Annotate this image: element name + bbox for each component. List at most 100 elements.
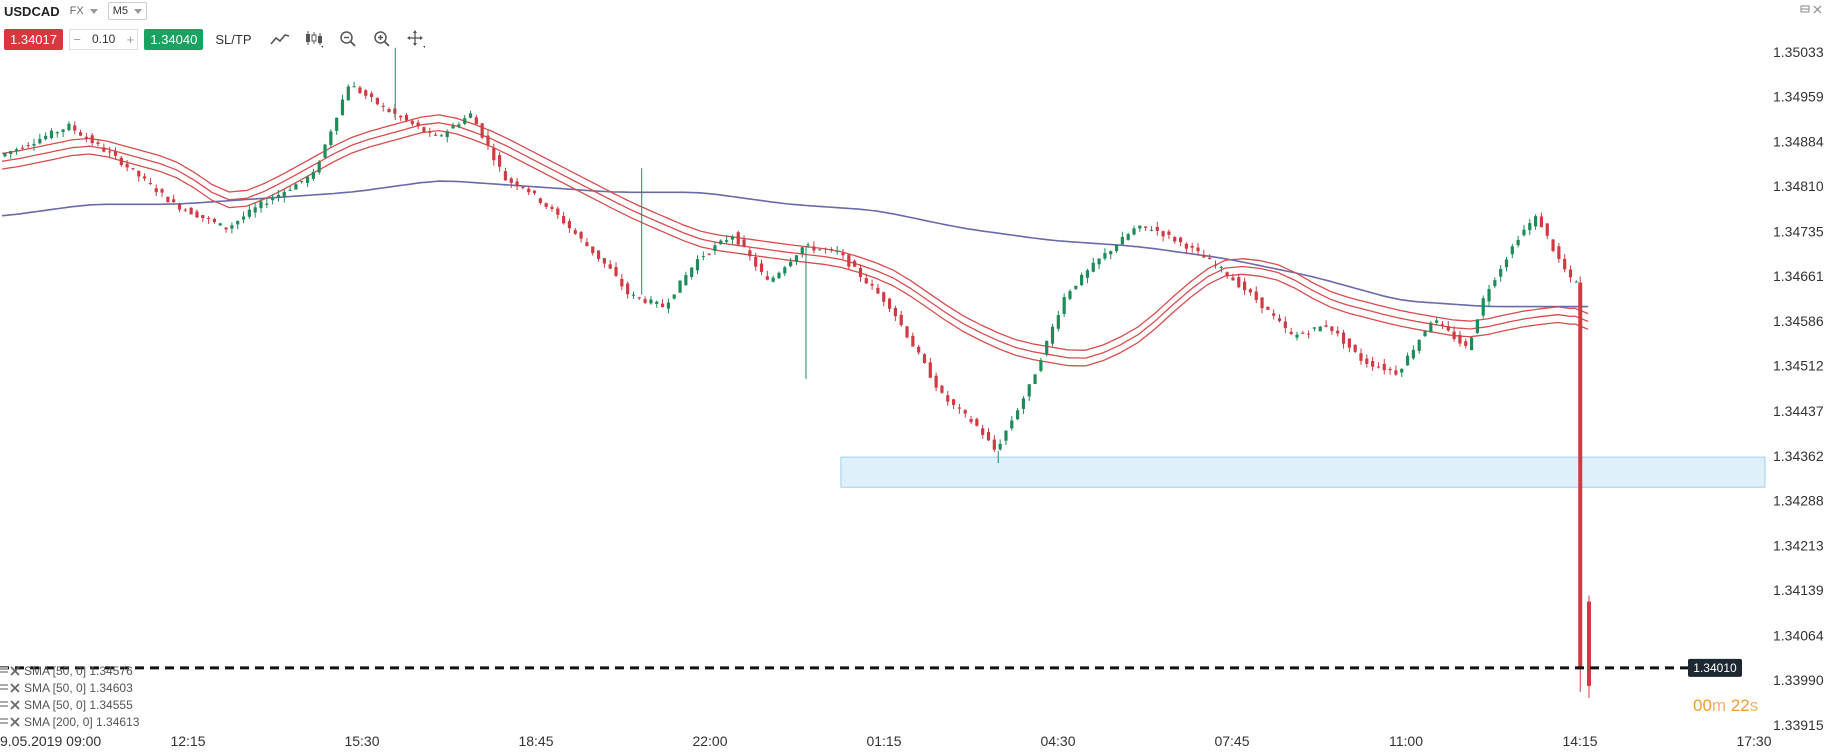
candle-body — [108, 151, 112, 153]
zoom-out-icon[interactable] — [337, 29, 359, 49]
close-icon[interactable] — [10, 716, 20, 727]
legend-item[interactable]: SMA [50, 0] 1.34576 — [0, 662, 139, 679]
candle-body — [841, 252, 845, 256]
buy-button[interactable]: 1.34040 — [144, 28, 204, 50]
candle-body — [1382, 363, 1386, 371]
quantity-decrease-button[interactable]: − — [73, 31, 81, 47]
candle-body — [1452, 331, 1456, 340]
candle-body — [131, 168, 135, 170]
candle-body — [1557, 246, 1561, 259]
candle-body — [387, 109, 391, 112]
candle-body — [1254, 291, 1258, 300]
candle-body — [556, 208, 560, 215]
candle-body — [416, 122, 420, 127]
candle-body — [276, 194, 281, 198]
candle-body — [38, 138, 42, 144]
x-tick-label: 04:30 — [1040, 733, 1075, 749]
y-tick-label: 1.34661 — [1773, 268, 1824, 284]
candle-body — [1510, 246, 1514, 255]
candles-icon[interactable] — [303, 29, 325, 49]
sell-button[interactable]: 1.34017 — [4, 28, 63, 50]
candle-body — [230, 225, 234, 229]
quantity-value[interactable]: 0.10 — [92, 32, 116, 46]
candle-body — [3, 153, 7, 157]
current-price-label: 1.34010 — [1693, 661, 1737, 675]
panel-toggle-icon[interactable] — [1800, 2, 1822, 20]
candle-body — [1568, 269, 1573, 278]
drag-handle-icon[interactable] — [0, 717, 8, 727]
candle-body — [1196, 247, 1200, 252]
candle-body — [1231, 277, 1235, 281]
candle-body — [1120, 236, 1124, 245]
legend-label: SMA [50, 0] 1.34555 — [24, 697, 133, 712]
candle-body — [189, 207, 193, 215]
candle-body — [550, 206, 554, 209]
symbol-name[interactable]: USDCAD — [4, 3, 60, 19]
legend-item[interactable]: SMA [200, 0] 1.34613 — [0, 713, 139, 730]
candle-body — [707, 253, 711, 255]
x-tick-label: 15:30 — [344, 733, 379, 749]
candle-body — [265, 203, 269, 205]
candle-body — [445, 131, 449, 138]
candle-body — [1208, 257, 1212, 260]
candle-body — [207, 217, 211, 219]
line-chart-icon[interactable] — [269, 29, 291, 49]
candle-body — [1242, 281, 1247, 291]
candle-body — [1405, 355, 1410, 366]
candle-body — [1016, 410, 1020, 420]
candle-body — [503, 171, 508, 181]
sltp-button[interactable]: SL/TP — [215, 31, 252, 47]
y-tick-label: 1.34064 — [1773, 627, 1824, 643]
quantity-increase-button[interactable]: + — [126, 31, 135, 47]
candle-body — [271, 198, 275, 201]
legend-item[interactable]: SMA [50, 0] 1.34603 — [0, 679, 139, 696]
quantity-stepper[interactable]: − 0.10 + — [69, 28, 139, 50]
market-select[interactable]: FX — [66, 3, 102, 19]
y-tick-label: 1.33915 — [1773, 717, 1824, 733]
candle-body — [887, 298, 892, 309]
close-icon[interactable] — [10, 699, 20, 710]
candle-body — [55, 132, 59, 134]
timeframe-select[interactable]: M5 — [107, 2, 147, 20]
candle-body — [521, 186, 525, 188]
candle-body — [1178, 237, 1183, 243]
candle-body — [317, 161, 321, 173]
candle-body — [660, 303, 665, 308]
candle-body — [608, 264, 612, 269]
candle-body — [591, 246, 595, 254]
drag-handle-icon[interactable] — [0, 666, 8, 676]
close-icon[interactable] — [10, 682, 20, 693]
candle-body — [1394, 370, 1398, 375]
drag-handle-icon[interactable] — [0, 700, 8, 710]
drag-handle-icon[interactable] — [0, 683, 8, 693]
candle-body — [1161, 231, 1165, 237]
drop-candle-body — [1578, 282, 1583, 668]
zoom-in-icon[interactable] — [371, 29, 393, 49]
y-tick-label: 1.33990 — [1773, 672, 1824, 688]
candle-body — [1458, 334, 1462, 344]
y-tick-label: 1.34884 — [1773, 134, 1824, 150]
candle-body — [934, 375, 938, 388]
candle-body — [1539, 216, 1544, 228]
candle-body — [905, 326, 909, 338]
candle-body — [1266, 306, 1270, 310]
legend-item[interactable]: SMA [50, 0] 1.34555 — [0, 696, 139, 713]
move-icon[interactable] — [405, 29, 427, 49]
candle-body — [643, 299, 647, 303]
sma-200-line — [1, 180, 1589, 308]
x-tick-label: 01:15 — [866, 733, 901, 749]
candle-body — [835, 250, 839, 252]
candle-body — [649, 299, 653, 304]
close-icon[interactable] — [10, 665, 20, 676]
candle-body — [806, 244, 810, 246]
candle-body — [527, 188, 531, 193]
candle-body — [1440, 324, 1445, 326]
candle-body — [125, 163, 129, 168]
candle-body — [428, 131, 432, 133]
candle-body — [1202, 255, 1206, 258]
candle-body — [1533, 216, 1538, 227]
candle-body — [1423, 331, 1427, 337]
support-zone — [840, 456, 1766, 488]
